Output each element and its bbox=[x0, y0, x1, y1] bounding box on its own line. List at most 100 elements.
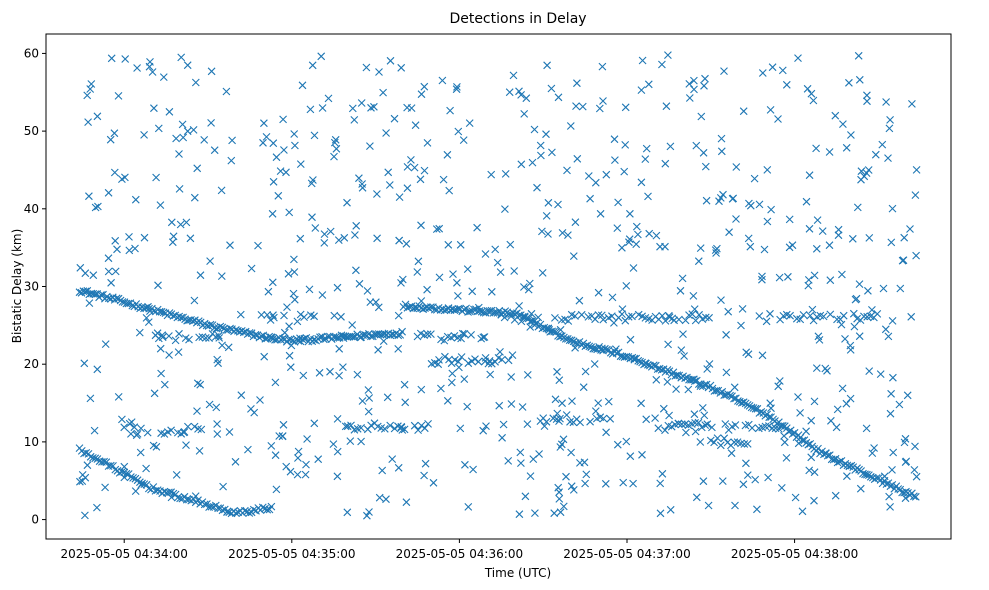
data-point bbox=[423, 139, 432, 147]
data-point bbox=[778, 66, 787, 75]
data-point bbox=[167, 426, 175, 435]
data-point bbox=[496, 348, 504, 356]
data-point bbox=[402, 239, 411, 248]
data-point bbox=[335, 344, 344, 353]
data-point bbox=[323, 332, 332, 341]
data-point bbox=[279, 420, 288, 429]
data-point bbox=[296, 310, 305, 319]
data-point bbox=[465, 119, 474, 127]
data-point bbox=[886, 503, 894, 511]
data-point bbox=[766, 106, 775, 114]
data-point bbox=[386, 56, 395, 65]
data-point bbox=[586, 194, 594, 203]
data-point bbox=[468, 287, 477, 296]
data-point bbox=[876, 370, 885, 378]
data-point bbox=[632, 240, 641, 249]
data-point bbox=[135, 328, 144, 337]
data-point bbox=[721, 420, 730, 428]
data-point bbox=[275, 432, 284, 440]
data-point bbox=[177, 53, 186, 62]
data-point bbox=[81, 287, 90, 296]
data-point bbox=[529, 455, 538, 463]
data-point bbox=[575, 296, 584, 305]
data-point bbox=[462, 304, 470, 313]
y-axis: 0 10 20 30 40 50 60 bbox=[24, 46, 46, 527]
data-point bbox=[834, 231, 843, 240]
data-point bbox=[264, 287, 273, 296]
chart-title: Detections in Delay bbox=[449, 11, 586, 27]
data-point bbox=[149, 483, 158, 491]
data-point bbox=[269, 177, 278, 186]
data-point bbox=[727, 449, 736, 458]
data-point bbox=[657, 366, 666, 374]
data-point bbox=[394, 311, 403, 320]
data-point bbox=[417, 90, 426, 99]
data-point bbox=[642, 415, 651, 424]
data-point bbox=[265, 332, 274, 341]
data-point bbox=[782, 80, 791, 89]
data-point bbox=[482, 422, 490, 430]
data-point bbox=[366, 142, 374, 150]
data-point bbox=[780, 432, 788, 440]
data-point bbox=[318, 104, 327, 112]
data-point bbox=[698, 404, 707, 412]
data-point bbox=[902, 457, 911, 466]
data-point bbox=[374, 303, 383, 312]
data-point bbox=[286, 363, 295, 372]
data-point bbox=[658, 60, 666, 69]
data-point bbox=[280, 146, 288, 154]
data-point bbox=[652, 231, 661, 240]
x-tick-label: 2025-05-05 04:37:00 bbox=[563, 547, 690, 561]
data-point bbox=[315, 368, 324, 377]
data-point bbox=[804, 276, 813, 284]
data-point bbox=[720, 67, 728, 75]
data-point bbox=[526, 323, 535, 331]
data-point bbox=[316, 333, 324, 342]
data-point bbox=[626, 335, 635, 344]
data-point bbox=[175, 329, 183, 338]
data-point bbox=[620, 167, 629, 176]
data-point bbox=[341, 422, 350, 431]
data-point bbox=[740, 440, 749, 448]
data-point bbox=[865, 234, 874, 242]
data-point bbox=[330, 152, 338, 161]
data-point bbox=[666, 505, 675, 514]
data-point bbox=[267, 333, 276, 342]
data-point bbox=[823, 366, 831, 375]
data-point bbox=[520, 110, 529, 118]
data-point bbox=[435, 224, 444, 233]
data-point bbox=[618, 243, 626, 252]
data-point bbox=[748, 424, 756, 432]
data-point bbox=[91, 203, 100, 212]
data-point bbox=[89, 454, 97, 462]
data-point bbox=[469, 465, 477, 474]
data-point bbox=[717, 134, 726, 143]
data-point bbox=[808, 305, 817, 314]
data-point bbox=[569, 252, 578, 260]
data-point bbox=[196, 380, 205, 389]
data-point bbox=[459, 136, 468, 144]
data-point bbox=[125, 233, 133, 241]
data-point bbox=[855, 280, 864, 288]
data-point bbox=[571, 343, 579, 352]
data-point bbox=[802, 197, 811, 206]
data-point bbox=[860, 312, 868, 321]
data-point bbox=[294, 454, 302, 462]
data-point bbox=[403, 163, 412, 171]
data-point bbox=[694, 418, 703, 427]
data-point bbox=[665, 313, 674, 322]
data-point bbox=[614, 198, 622, 207]
data-point bbox=[550, 509, 559, 518]
data-point bbox=[843, 472, 851, 481]
data-point bbox=[758, 275, 766, 284]
data-point bbox=[218, 506, 227, 515]
data-point bbox=[375, 493, 384, 502]
data-point bbox=[263, 311, 272, 319]
data-point bbox=[205, 400, 214, 409]
data-point bbox=[818, 227, 827, 235]
data-point bbox=[798, 507, 807, 516]
data-point bbox=[272, 153, 281, 162]
data-point bbox=[114, 92, 123, 100]
data-point bbox=[710, 438, 718, 447]
data-point bbox=[152, 442, 161, 451]
